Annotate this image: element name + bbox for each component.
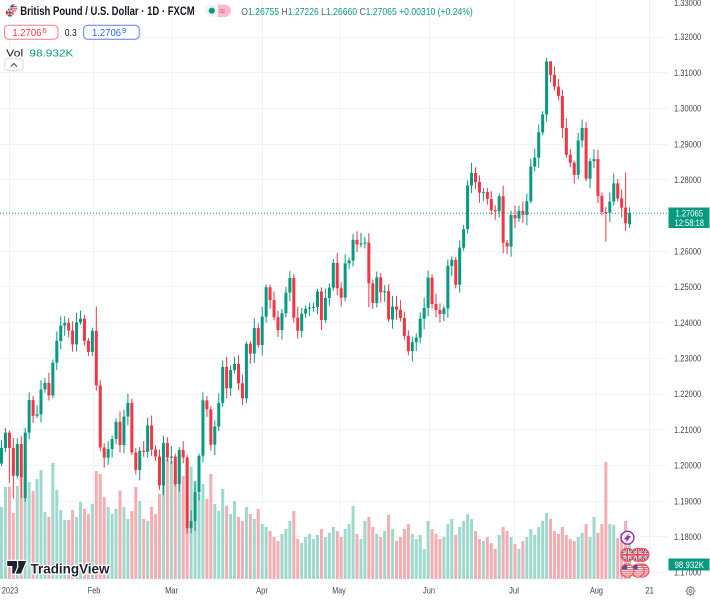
svg-text:12:58:18: 12:58:18 — [675, 218, 705, 228]
svg-text:Jul: Jul — [509, 585, 519, 596]
svg-text:British Pound / U.S. Dollar ·: British Pound / U.S. Dollar · 1D · FXCM — [20, 6, 195, 18]
svg-text:9: 9 — [122, 26, 126, 35]
svg-text:1.22000: 1.22000 — [674, 389, 701, 400]
svg-text:1.30000: 1.30000 — [674, 104, 701, 115]
svg-text:O1.26755 H1.27226 L1.26660 C1.: O1.26755 H1.27226 L1.26660 C1.27065 +0.0… — [241, 6, 473, 18]
svg-text:May: May — [332, 585, 346, 596]
svg-text:TradingView: TradingView — [31, 561, 110, 577]
svg-text:Aug: Aug — [590, 585, 603, 596]
svg-text:1.17000: 1.17000 — [674, 568, 701, 579]
svg-text:1.31000: 1.31000 — [674, 68, 701, 79]
svg-text:Mar: Mar — [165, 585, 178, 596]
svg-text:1.21000: 1.21000 — [674, 425, 701, 436]
svg-text:1.2706: 1.2706 — [12, 27, 41, 39]
svg-text:2023: 2023 — [2, 585, 18, 596]
svg-text:1.26000: 1.26000 — [674, 246, 701, 257]
svg-text:≈: ≈ — [219, 6, 225, 18]
svg-text:21: 21 — [645, 585, 654, 596]
svg-text:Vol: Vol — [6, 48, 23, 60]
svg-text:1.18000: 1.18000 — [674, 532, 701, 543]
svg-text:98.932K: 98.932K — [675, 560, 705, 571]
svg-text:1.32000: 1.32000 — [674, 32, 701, 43]
svg-text:1.23000: 1.23000 — [674, 354, 701, 365]
svg-text:1.19000: 1.19000 — [674, 496, 701, 507]
svg-text:1.24000: 1.24000 — [674, 318, 701, 329]
svg-text:Feb: Feb — [88, 585, 101, 596]
svg-text:Apr: Apr — [256, 585, 268, 596]
svg-text:1.33000: 1.33000 — [674, 0, 701, 9]
svg-text:1.27065: 1.27065 — [676, 209, 704, 220]
svg-text:1.2706: 1.2706 — [92, 27, 121, 39]
svg-text:1.29000: 1.29000 — [674, 139, 701, 150]
svg-text:98.932K: 98.932K — [29, 48, 73, 60]
svg-text:1.25000: 1.25000 — [674, 282, 701, 293]
svg-text:6: 6 — [42, 26, 46, 35]
svg-text:1.28000: 1.28000 — [674, 175, 701, 186]
svg-text:0.3: 0.3 — [65, 28, 77, 39]
svg-text:Jun: Jun — [423, 585, 435, 596]
svg-text:1.20000: 1.20000 — [674, 461, 701, 472]
